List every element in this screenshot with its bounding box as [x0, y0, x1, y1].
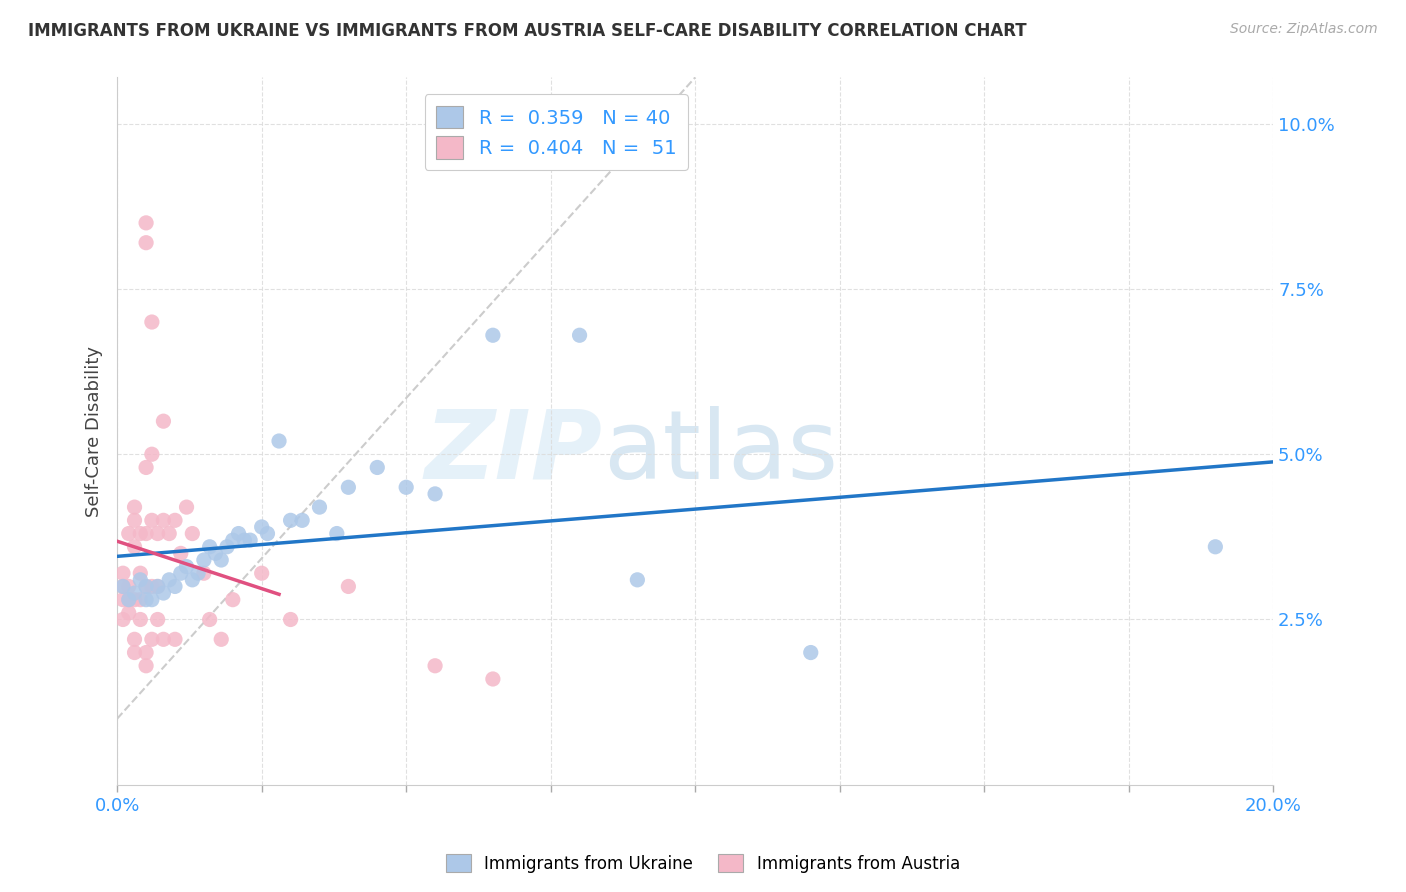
Point [337, 579, 360, 593]
Point [146, 526, 169, 541]
Point [568, 328, 591, 343]
Text: ZIP: ZIP [425, 406, 603, 499]
Point [118, 606, 141, 620]
Point [163, 579, 186, 593]
Point [170, 546, 193, 560]
Point [111, 579, 134, 593]
Point [187, 566, 209, 581]
Point [124, 513, 146, 527]
Point [280, 513, 302, 527]
Point [250, 520, 273, 534]
Point [198, 540, 221, 554]
Text: atlas: atlas [603, 406, 838, 499]
Point [152, 513, 174, 527]
Point [280, 613, 302, 627]
Point [233, 533, 256, 548]
Point [1204, 540, 1226, 554]
Point [152, 632, 174, 647]
Point [291, 513, 314, 527]
Point [129, 613, 152, 627]
Point [193, 553, 215, 567]
Point [423, 487, 446, 501]
Point [141, 447, 163, 461]
Point [152, 414, 174, 428]
Legend: Immigrants from Ukraine, Immigrants from Austria: Immigrants from Ukraine, Immigrants from… [440, 847, 966, 880]
Point [141, 513, 163, 527]
Point [111, 613, 134, 627]
Point [209, 632, 232, 647]
Point [141, 592, 163, 607]
Point [267, 434, 290, 448]
Point [111, 579, 134, 593]
Point [135, 646, 157, 660]
Point [129, 573, 152, 587]
Text: Source: ZipAtlas.com: Source: ZipAtlas.com [1230, 22, 1378, 37]
Point [129, 526, 152, 541]
Point [124, 500, 146, 515]
Point [157, 573, 180, 587]
Point [111, 566, 134, 581]
Point [181, 573, 204, 587]
Point [118, 526, 141, 541]
Point [146, 579, 169, 593]
Point [181, 526, 204, 541]
Text: IMMIGRANTS FROM UKRAINE VS IMMIGRANTS FROM AUSTRIA SELF-CARE DISABILITY CORRELAT: IMMIGRANTS FROM UKRAINE VS IMMIGRANTS FR… [28, 22, 1026, 40]
Point [222, 592, 245, 607]
Point [626, 573, 648, 587]
Point [482, 328, 505, 343]
Point [308, 500, 330, 515]
Point [366, 460, 388, 475]
Point [141, 579, 163, 593]
Point [135, 579, 157, 593]
Point [135, 526, 157, 541]
Point [146, 613, 169, 627]
Point [482, 672, 505, 686]
Point [395, 480, 418, 494]
Point [129, 592, 152, 607]
Point [209, 553, 232, 567]
Point [239, 533, 262, 548]
Point [228, 526, 250, 541]
Point [124, 646, 146, 660]
Point [135, 460, 157, 475]
Point [250, 566, 273, 581]
Point [423, 658, 446, 673]
Point [118, 592, 141, 607]
Point [163, 513, 186, 527]
Point [135, 592, 157, 607]
Point [256, 526, 278, 541]
Point [141, 632, 163, 647]
Point [111, 592, 134, 607]
Point [141, 315, 163, 329]
Point [135, 658, 157, 673]
Point [163, 632, 186, 647]
Point [800, 646, 823, 660]
Point [176, 500, 198, 515]
Point [326, 526, 349, 541]
Point [135, 235, 157, 250]
Point [222, 533, 245, 548]
Point [170, 566, 193, 581]
Point [129, 566, 152, 581]
Point [135, 579, 157, 593]
Point [176, 559, 198, 574]
Point [157, 526, 180, 541]
Point [146, 579, 169, 593]
Point [198, 613, 221, 627]
Point [118, 579, 141, 593]
Point [124, 586, 146, 600]
Point [152, 586, 174, 600]
Point [337, 480, 360, 494]
Point [215, 540, 238, 554]
Legend: R =  0.359   N = 40, R =  0.404   N =  51: R = 0.359 N = 40, R = 0.404 N = 51 [425, 95, 689, 170]
Point [193, 566, 215, 581]
Point [124, 632, 146, 647]
Point [124, 592, 146, 607]
Point [204, 546, 226, 560]
Point [135, 216, 157, 230]
Y-axis label: Self-Care Disability: Self-Care Disability [86, 345, 103, 516]
Point [118, 592, 141, 607]
Point [124, 540, 146, 554]
